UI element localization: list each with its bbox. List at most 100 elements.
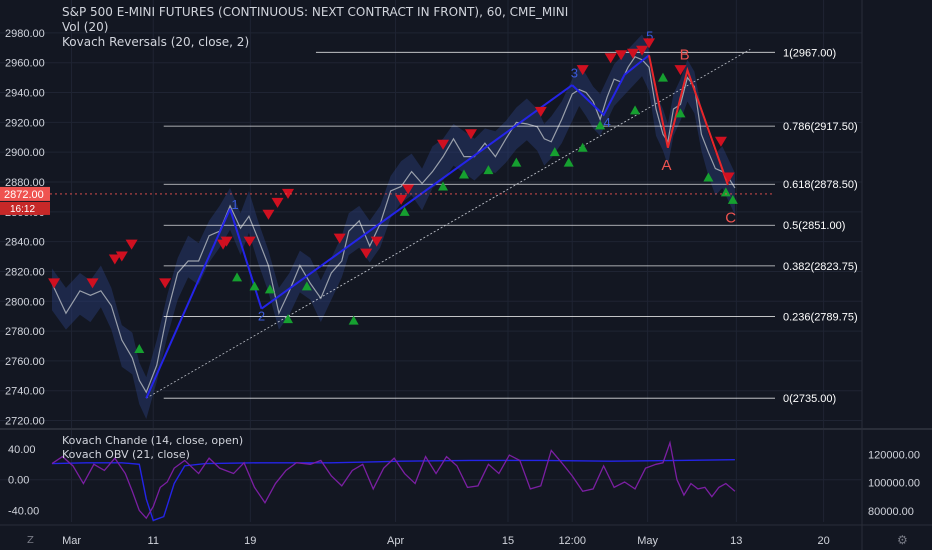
- time-tick-label: 19: [244, 535, 256, 547]
- buy-signal-marker: [458, 169, 469, 179]
- sell-signal-marker: [125, 239, 138, 250]
- sell-signal-marker: [674, 65, 687, 76]
- osc-right-tick-label: 100000.00: [868, 478, 920, 490]
- price-tick-label: 2840.00: [5, 237, 45, 249]
- price-tick-label: 2760.00: [5, 356, 45, 368]
- sell-signal-marker: [626, 48, 639, 59]
- kovach-chande-label[interactable]: Kovach Chande (14, close, open): [62, 434, 244, 447]
- sell-signal-marker: [464, 129, 477, 140]
- kovach-chande-line: [51, 458, 735, 522]
- wave-label-3: 3: [571, 66, 578, 81]
- price-tick-label: 2740.00: [5, 386, 45, 398]
- sell-signal-marker: [395, 194, 408, 205]
- sell-signal-marker: [437, 139, 450, 150]
- wave-label-1: 1: [231, 197, 238, 212]
- trend-line: [146, 48, 751, 399]
- settings-gear-icon[interactable]: ⚙: [897, 533, 908, 547]
- osc-right-tick-label: 120000.00: [868, 450, 920, 462]
- chart-legend: S&P 500 E-MINI FUTURES (CONTINUOUS: NEXT…: [62, 5, 568, 50]
- buy-signal-marker: [134, 343, 145, 353]
- wave-label-A: A: [661, 157, 671, 174]
- fib-level-label: 0(2735.00): [783, 393, 836, 405]
- fib-level-label: 0.236(2789.75): [783, 312, 858, 324]
- wave-label-4: 4: [604, 115, 611, 130]
- kovach-reversals-label[interactable]: Kovach Reversals (20, close, 2): [62, 35, 250, 49]
- osc-left-tick-label: 0.00: [8, 475, 29, 487]
- kovach-obv-label[interactable]: Kovach OBV (21, close): [62, 448, 190, 461]
- time-tick-label: 20: [817, 535, 829, 547]
- price-tick-label: 2780.00: [5, 326, 45, 338]
- sell-signal-marker: [615, 50, 628, 61]
- time-tick-label: Apr: [387, 535, 404, 547]
- sell-signal-marker: [636, 45, 649, 56]
- buy-signal-marker: [675, 108, 686, 118]
- symbol-title[interactable]: S&P 500 E-MINI FUTURES (CONTINUOUS: NEXT…: [62, 5, 569, 19]
- elliott-wave-blue: [571, 54, 650, 117]
- sell-signal-marker: [722, 172, 735, 183]
- buy-signal-marker: [703, 172, 714, 182]
- price-envelope-band: [52, 34, 735, 420]
- time-tick-label: 11: [148, 535, 159, 547]
- wave-label-B: B: [680, 47, 690, 64]
- buy-signal-marker: [549, 147, 560, 157]
- buy-signal-marker: [283, 314, 294, 324]
- osc-right-tick-label: 80000.00: [868, 506, 914, 518]
- time-axis[interactable]: Mar 11 19 Apr 15 12:00 May 13 20: [62, 535, 830, 547]
- sell-signal-marker: [643, 38, 656, 49]
- zoom-button[interactable]: Z: [27, 535, 34, 546]
- fib-level-label: 1(2967.00): [783, 47, 836, 59]
- price-tick-label: 2980.00: [5, 28, 45, 40]
- buy-signal-marker: [483, 165, 494, 175]
- buy-signal-marker: [577, 142, 588, 152]
- sell-signal-marker: [271, 197, 284, 208]
- buy-signal-marker: [595, 120, 606, 130]
- price-tick-label: 2800.00: [5, 296, 45, 308]
- price-tick-label: 2720.00: [5, 416, 45, 428]
- wave-label-C: C: [725, 209, 736, 226]
- wave-label-2: 2: [258, 309, 265, 324]
- elliott-wave-blue: [145, 208, 231, 399]
- price-tick-label: 2820.00: [5, 266, 45, 278]
- time-tick-label: Mar: [62, 535, 81, 547]
- buy-signal-marker: [657, 72, 668, 82]
- buy-signal-marker: [511, 157, 522, 167]
- osc-left-tick-label: 40.00: [8, 444, 36, 456]
- buy-signal-marker: [630, 105, 641, 115]
- fib-level-label: 0.786(2917.50): [783, 121, 858, 133]
- buy-signal-marker: [249, 281, 260, 291]
- sell-signal-marker: [48, 278, 61, 289]
- sell-signal-marker: [576, 65, 589, 76]
- price-pane[interactable]: 1(2967.00) 0.786(2917.50) 0.618(2878.50) 0.…: [48, 28, 858, 420]
- oscillator-legend: Kovach Chande (14, close, open) Kovach O…: [62, 434, 243, 462]
- current-price-value: 2872.00: [4, 189, 44, 201]
- price-tick-label: 2880.00: [5, 177, 45, 189]
- price-tick-label: 2900.00: [5, 147, 45, 159]
- wave-label-5: 5: [646, 28, 653, 43]
- current-price-badge: [0, 186, 50, 201]
- buy-signal-marker: [438, 181, 449, 191]
- countdown-badge: [0, 201, 50, 215]
- buy-signal-marker: [399, 206, 410, 216]
- price-line: [51, 56, 736, 394]
- sell-signal-marker: [243, 236, 256, 247]
- price-tick-label: 2960.00: [5, 58, 45, 70]
- price-axis[interactable]: 2720.00 2740.00 2760.00 2780.00 2800.00 2820.…: [0, 28, 50, 428]
- sell-signal-marker: [714, 136, 727, 147]
- oscillator-pane[interactable]: 40.00 0.00 -40.00 120000.00 100000.00 80000.0…: [0, 440, 920, 522]
- sell-signal-marker: [115, 251, 128, 262]
- fib-level-label: 0.5(2851.00): [783, 220, 845, 232]
- buy-signal-marker: [264, 284, 275, 294]
- kovach-obv-line: [51, 440, 736, 520]
- sell-signal-marker: [360, 248, 373, 259]
- buy-signal-marker: [720, 187, 731, 197]
- volume-indicator-label[interactable]: Vol (20): [62, 20, 109, 34]
- buy-signal-marker: [348, 315, 359, 325]
- fib-level-label: 0.618(2878.50): [783, 179, 858, 191]
- osc-left-tick-label: -40.00: [8, 505, 39, 517]
- sell-signal-marker: [370, 236, 383, 247]
- sell-signal-marker: [86, 278, 99, 289]
- buy-signal-marker: [727, 194, 738, 204]
- sell-signal-marker: [159, 278, 172, 289]
